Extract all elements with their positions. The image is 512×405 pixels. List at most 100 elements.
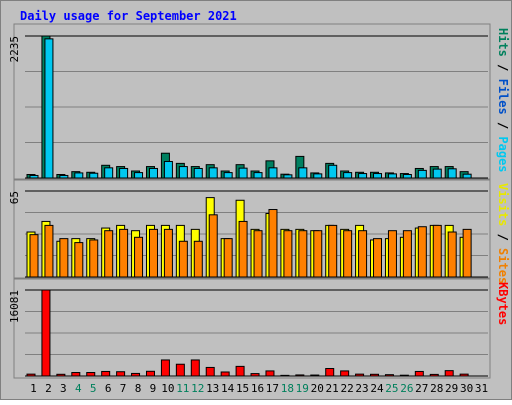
bar-hits-files-12 — [193, 167, 203, 179]
bar-kbytes-kbytes-5 — [86, 372, 96, 377]
x-tick-label: 2 — [45, 382, 52, 395]
bar-hits-files-6 — [104, 167, 114, 179]
bar-hits-files-22 — [343, 172, 353, 179]
legend-entry: Sites — [497, 248, 511, 284]
x-tick-label: 19 — [296, 382, 309, 395]
bar-visits-sites-20 — [313, 230, 323, 278]
bar-visits-sites-8 — [134, 236, 144, 278]
bar-kbytes-kbytes-21 — [325, 368, 335, 377]
bar-hits-files-5 — [89, 172, 99, 179]
x-tick-label: 29 — [445, 382, 458, 395]
bar-visits-sites-26 — [402, 230, 412, 278]
bar-hits-files-2 — [44, 38, 54, 179]
y-max-label: 2235 — [8, 36, 21, 63]
bar-visits-sites-2 — [44, 224, 54, 278]
x-tick-label: 15 — [236, 382, 249, 395]
legend-entry: KBytes — [497, 282, 511, 325]
panel-hits: 2235 Hits / Files / Pages — [8, 23, 511, 181]
bar-visits-sites-18 — [283, 230, 293, 278]
bar-hits-files-13 — [208, 167, 218, 179]
bar-visits-sites-19 — [298, 230, 308, 278]
bar-hits-files-30 — [462, 173, 472, 179]
x-tick-label: 12 — [191, 382, 204, 395]
bar-kbytes-kbytes-12 — [190, 359, 200, 377]
bar-visits-sites-5 — [89, 239, 99, 278]
x-tick-label: 27 — [415, 382, 428, 395]
x-tick-label: 7 — [120, 382, 127, 395]
x-tick-label: 16 — [251, 382, 264, 395]
bar-visits-sites-27 — [417, 226, 427, 278]
bar-kbytes-kbytes-28 — [429, 373, 439, 377]
legend-entry: Files — [497, 79, 511, 115]
legend-visits: Visits / Sites — [497, 183, 511, 284]
bar-hits-files-28 — [432, 168, 442, 179]
legend-entry: Hits — [497, 28, 511, 57]
bar-visits-sites-10 — [163, 228, 173, 278]
bar-hits-files-29 — [447, 168, 457, 179]
bar-visits-sites-24 — [373, 238, 383, 278]
bar-hits-files-23 — [358, 173, 368, 179]
bar-kbytes-kbytes-13 — [205, 366, 215, 377]
bar-kbytes-kbytes-2 — [41, 289, 51, 377]
bar-kbytes-kbytes-6 — [101, 370, 111, 377]
panel-border — [13, 277, 491, 379]
x-tick-label: 14 — [221, 382, 235, 395]
x-tick-label: 30 — [460, 382, 473, 395]
legend-entry: / — [497, 115, 511, 137]
legend-hits: Hits / Files / Pages — [497, 28, 511, 173]
bar-hits-files-4 — [74, 172, 84, 179]
bar-visits-sites-4 — [74, 242, 84, 278]
x-tick-label: 26 — [400, 382, 413, 395]
bar-hits-files-18 — [283, 174, 293, 179]
bar-kbytes-kbytes-22 — [340, 370, 350, 377]
x-tick-label: 23 — [355, 382, 368, 395]
bar-hits-files-24 — [373, 173, 383, 179]
x-tick-label: 6 — [105, 382, 112, 395]
bar-visits-sites-9 — [148, 228, 158, 278]
bar-kbytes-kbytes-15 — [235, 365, 245, 377]
bar-visits-sites-12 — [193, 240, 203, 278]
bar-visits-sites-16 — [253, 230, 263, 278]
x-tick-label: 22 — [340, 382, 353, 395]
bar-kbytes-kbytes-16 — [250, 373, 260, 377]
x-tick-label: 25 — [385, 382, 398, 395]
x-tick-label: 18 — [281, 382, 294, 395]
panel-border — [13, 178, 491, 280]
bar-kbytes-kbytes-8 — [131, 372, 141, 377]
legend-entry: / — [497, 226, 511, 248]
x-tick-label: 5 — [90, 382, 97, 395]
bar-kbytes-kbytes-26 — [399, 374, 409, 377]
bar-kbytes-kbytes-11 — [175, 363, 185, 377]
bar-hits-files-1 — [29, 174, 39, 179]
y-max-label: 65 — [8, 191, 21, 204]
bar-hits-files-11 — [178, 166, 188, 179]
bar-hits-files-27 — [417, 169, 427, 179]
x-tick-label: 3 — [60, 382, 67, 395]
bar-visits-sites-23 — [358, 230, 368, 278]
bar-kbytes-kbytes-19 — [295, 374, 305, 377]
bar-hits-files-19 — [298, 167, 308, 179]
bar-hits-files-26 — [402, 174, 412, 179]
bar-visits-sites-22 — [343, 230, 353, 278]
panel-border — [13, 23, 491, 181]
bar-hits-files-21 — [328, 164, 338, 179]
bar-kbytes-kbytes-14 — [220, 371, 230, 377]
bar-hits-files-20 — [313, 173, 323, 179]
bar-kbytes-kbytes-7 — [116, 371, 126, 377]
x-tick-label: 13 — [206, 382, 219, 395]
bar-kbytes-kbytes-23 — [355, 373, 365, 377]
x-tick-label: 1 — [30, 382, 37, 395]
bar-visits-sites-6 — [104, 230, 114, 278]
bar-hits-files-7 — [119, 167, 129, 179]
bar-visits-sites-13 — [208, 214, 218, 278]
chart-title: Daily usage for September 2021 — [20, 9, 237, 23]
bar-kbytes-kbytes-1 — [26, 373, 36, 377]
bar-kbytes-kbytes-17 — [265, 370, 275, 377]
x-tick-label: 31 — [475, 382, 488, 395]
bar-kbytes-kbytes-10 — [160, 359, 170, 377]
bar-hits-files-25 — [387, 173, 397, 179]
bar-visits-sites-17 — [268, 209, 278, 278]
bar-visits-sites-3 — [59, 238, 69, 278]
